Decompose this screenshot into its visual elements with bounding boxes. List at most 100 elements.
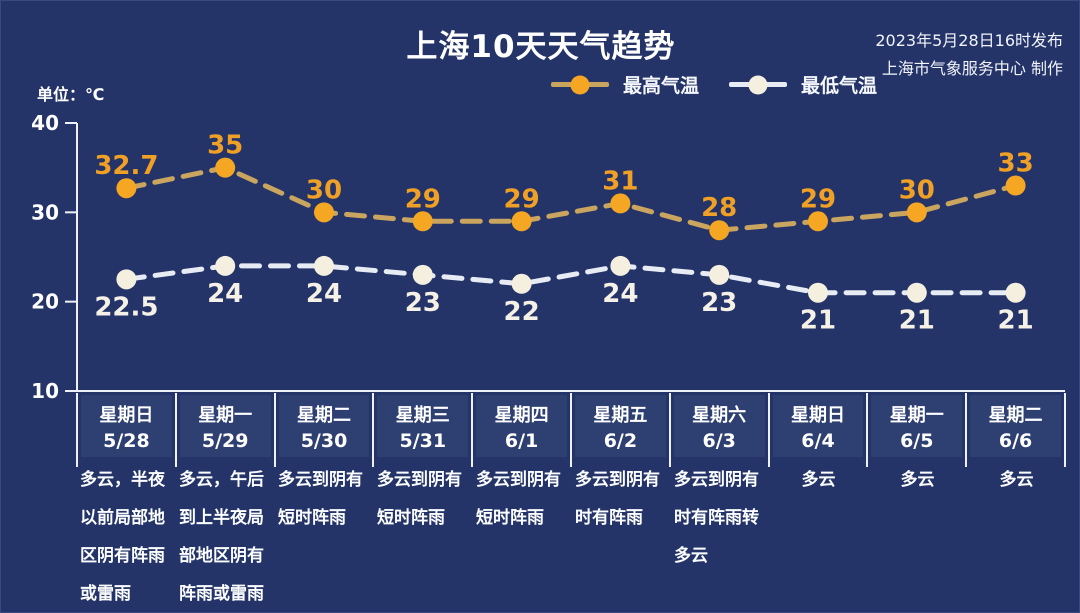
high-temp-point (1005, 175, 1026, 196)
high-temp-point (314, 202, 334, 223)
high-temp-dot-icon (570, 75, 590, 94)
date-label: 6/4 (801, 429, 835, 452)
date-label: 6/3 (702, 429, 736, 452)
date-label: 6/1 (504, 429, 539, 452)
weekday-label: 星期一 (198, 404, 253, 426)
day-cell-separator (273, 393, 276, 467)
high-temp-line (123, 165, 1019, 233)
day-cell-separator (1063, 393, 1066, 467)
day-cell: 星期一 6/5 (871, 395, 963, 457)
high-temp-value-label: 30 (306, 175, 342, 205)
date-label: 5/30 (300, 429, 348, 452)
day-cell: 星期二 5/30 (278, 395, 370, 457)
weather-description-text: 多云到阴有短时阵雨 (377, 470, 462, 528)
day-cell-separator (76, 393, 78, 467)
day-cell-separator (866, 393, 869, 467)
date-label: 5/31 (399, 429, 447, 452)
high-temp-value-label: 29 (405, 184, 441, 214)
publish-info: 2023年5月28日16时发布 上海市气象服务中心 制作 (875, 27, 1063, 83)
high-temp-value-label: 29 (800, 184, 836, 214)
day-cell: 星期四 6/1 (476, 395, 567, 457)
y-tick-label: 20 (31, 290, 59, 314)
date-label: 5/28 (103, 429, 150, 452)
day-cell: 星期日 5/28 (81, 395, 172, 457)
low-temp-value-label: 23 (405, 288, 441, 318)
high-temp-point (709, 220, 730, 241)
high-temp-point (412, 211, 433, 232)
day-cell-separator (569, 393, 572, 467)
weekday-label: 星期日 (99, 404, 154, 426)
y-tick-label: 30 (31, 200, 59, 224)
low-temp-value-label: 24 (602, 279, 638, 309)
high-temp-point (116, 178, 137, 199)
day-cell: 星期五 6/2 (574, 395, 666, 457)
low-temp-value-label: 22 (504, 297, 540, 327)
weather-description-text: 多云，午后到上半夜局部地区阴有阵雨或雷雨 (179, 470, 264, 604)
low-temp-value-label: 21 (899, 306, 935, 336)
day-cell-separator (965, 393, 968, 467)
weather-description-cell: 多云到阴有时有阵雨 (571, 461, 670, 537)
high-temp-value-label: 33 (998, 149, 1034, 179)
legend-high-label: 最高气温 (623, 75, 700, 97)
weather-description-row: 多云，半夜以前局部地区阴有阵雨或雷雨 多云，午后到上半夜局部地区阴有阵雨或雷雨 多云… (76, 461, 1066, 612)
date-label: 6/6 (998, 429, 1033, 452)
high-temp-value-label: 28 (701, 193, 737, 223)
low-temp-point (906, 282, 927, 303)
low-temp-value-label: 21 (998, 306, 1034, 336)
day-label-row: 星期日 5/28 星期一 5/29 星期二 5/30 星期三 5/31 星期四 6/1 星期五 6/2… (76, 393, 1066, 467)
high-temp-point (511, 211, 532, 232)
low-temp-value-label: 22.5 (94, 292, 158, 322)
weather-description-text: 多云到阴有短时阵雨 (476, 470, 561, 528)
weekday-label: 星期四 (494, 404, 549, 426)
day-cell: 星期六 6/3 (673, 395, 765, 457)
weather-description-cell: 多云到阴有短时阵雨 (274, 461, 373, 537)
weekday-label: 星期六 (692, 404, 747, 426)
low-temp-point (116, 269, 137, 290)
high-temp-point (808, 211, 828, 232)
legend-low-label: 最低气温 (801, 75, 878, 97)
low-temp-point (215, 255, 236, 276)
weather-description-text: 多云到阴有时有阵雨转多云 (674, 470, 759, 566)
publish-time: 2023年5月28日16时发布 (875, 31, 1063, 50)
weekday-label: 星期一 (889, 404, 944, 426)
low-temp-point (808, 282, 828, 303)
day-cell-separator (372, 393, 375, 467)
date-label: 6/5 (900, 429, 934, 452)
weather-description-cell: 多云 (967, 461, 1066, 499)
day-cell-separator (668, 393, 671, 467)
y-tick-label: 10 (31, 379, 59, 403)
weekday-label: 星期二 (988, 404, 1043, 426)
low-temp-point (1005, 282, 1026, 303)
low-temp-value-label: 24 (207, 279, 243, 309)
low-temp-line (123, 263, 1019, 296)
publish-source: 上海市气象服务中心 制作 (881, 59, 1063, 78)
chart-legend: 最高气温 最低气温 (551, 71, 877, 98)
high-temp-value-label: 32.7 (94, 151, 158, 181)
weather-description-text: 多云到阴有时有阵雨 (575, 470, 660, 528)
high-temp-point (215, 157, 236, 178)
weather-description-text: 多云 (801, 470, 836, 490)
weather-description-cell: 多云到阴有短时阵雨 (373, 461, 472, 537)
day-cell: 星期二 6/6 (970, 395, 1061, 457)
day-cell-separator (174, 393, 177, 467)
high-temp-marker-icon (551, 75, 609, 94)
date-label: 6/2 (603, 429, 638, 452)
weather-description-text: 多云到阴有短时阵雨 (278, 470, 363, 528)
high-temp-value-label: 30 (899, 175, 935, 205)
day-cell: 星期日 6/4 (772, 395, 864, 457)
low-temp-point (314, 255, 334, 276)
high-temp-point (906, 202, 927, 223)
day-cell-separator (767, 393, 770, 467)
low-temp-point (709, 264, 730, 285)
weather-description-cell: 多云，半夜以前局部地区阴有阵雨或雷雨 (76, 461, 175, 612)
weather-description-text: 多云 (900, 470, 935, 490)
legend-item-high-temp: 最高气温 (551, 71, 699, 98)
weather-description-cell: 多云到阴有时有阵雨转多云 (670, 461, 769, 575)
low-temp-point (610, 255, 631, 276)
date-label: 5/29 (201, 429, 249, 452)
low-temp-value-label: 21 (800, 306, 836, 336)
y-tick-label: 40 (31, 111, 59, 135)
page-title: 上海10天天气趋势 (406, 29, 676, 65)
